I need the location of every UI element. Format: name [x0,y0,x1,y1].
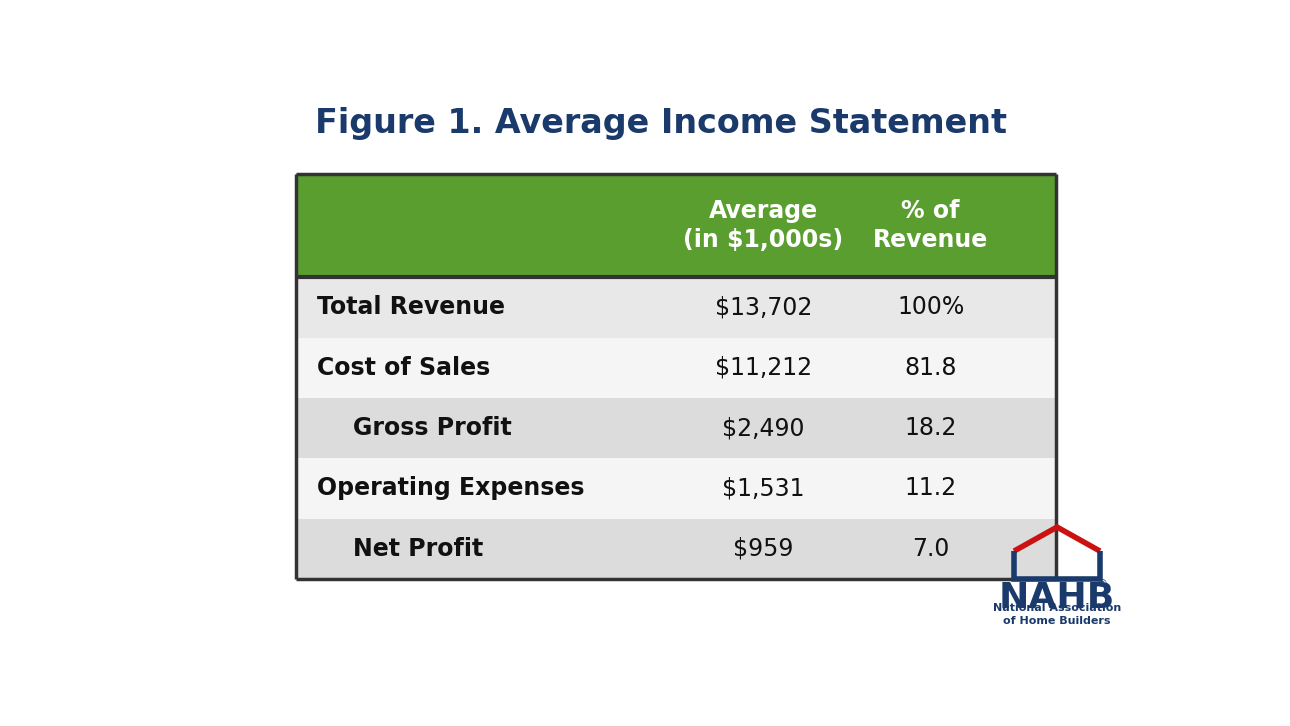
Text: Average
(in $1,000s): Average (in $1,000s) [684,199,844,253]
Text: Net Profit: Net Profit [353,537,484,561]
Text: 100%: 100% [897,295,965,319]
Text: National Association
of Home Builders: National Association of Home Builders [993,603,1121,627]
Text: Figure 1. Average Income Statement: Figure 1. Average Income Statement [315,107,1007,140]
Text: Operating Expenses: Operating Expenses [317,476,584,500]
Bar [297,338,1057,398]
Text: $2,490: $2,490 [722,416,805,440]
Bar [297,277,1057,338]
Text: NAHB: NAHB [998,581,1115,615]
Text: Cost of Sales: Cost of Sales [317,356,490,380]
Bar [297,518,1057,579]
Text: $959: $959 [733,537,793,561]
Text: 11.2: 11.2 [904,476,957,500]
Bar [297,458,1057,518]
Text: % of
Revenue: % of Revenue [873,199,988,253]
Text: ®: ® [1096,579,1108,589]
Text: 18.2: 18.2 [904,416,957,440]
Text: $11,212: $11,212 [715,356,813,380]
Text: 7.0: 7.0 [912,537,949,561]
Text: $1,531: $1,531 [722,476,805,500]
Bar [297,174,1057,277]
Text: Total Revenue: Total Revenue [317,295,506,319]
Text: $13,702: $13,702 [715,295,813,319]
Text: Gross Profit: Gross Profit [353,416,512,440]
Bar [297,398,1057,458]
Text: 81.8: 81.8 [904,356,957,380]
